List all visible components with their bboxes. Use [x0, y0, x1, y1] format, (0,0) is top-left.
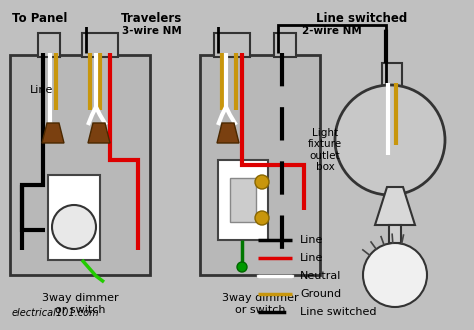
Text: To Panel: To Panel: [12, 12, 68, 24]
Polygon shape: [217, 123, 239, 143]
Text: 2-wire NM: 2-wire NM: [302, 26, 362, 36]
Text: 3way dimmer
or switch: 3way dimmer or switch: [42, 293, 118, 314]
Bar: [81, 11, 223, 27]
Bar: [389, 225, 401, 243]
Text: Neutral: Neutral: [300, 271, 341, 281]
Text: Line: Line: [30, 85, 54, 95]
Circle shape: [335, 85, 445, 195]
Text: Line switched: Line switched: [316, 12, 408, 24]
Bar: [230, 178, 256, 222]
Polygon shape: [88, 123, 110, 143]
Polygon shape: [375, 187, 415, 225]
Bar: [10, 55, 150, 275]
Bar: [274, 33, 296, 57]
Text: electrical101.com: electrical101.com: [12, 308, 100, 318]
Text: 3way dimmer
or switch: 3way dimmer or switch: [222, 293, 298, 314]
Bar: [38, 33, 60, 57]
Text: Light
fixture
outlet
box: Light fixture outlet box: [308, 128, 342, 172]
Polygon shape: [42, 123, 64, 143]
Text: 3-wire NM: 3-wire NM: [122, 26, 182, 36]
Bar: [218, 160, 268, 240]
Bar: [382, 63, 402, 87]
Circle shape: [255, 175, 269, 189]
Bar: [200, 55, 320, 275]
Circle shape: [237, 262, 247, 272]
Text: Line: Line: [300, 235, 323, 245]
Text: Line: Line: [300, 253, 323, 263]
Circle shape: [255, 211, 269, 225]
Circle shape: [363, 243, 427, 307]
Bar: [214, 33, 250, 57]
Text: Travelers: Travelers: [121, 12, 182, 24]
Text: Line switched: Line switched: [300, 307, 376, 317]
Circle shape: [52, 205, 96, 249]
Bar: [82, 33, 118, 57]
Text: Ground: Ground: [300, 289, 341, 299]
Bar: [48, 175, 100, 260]
